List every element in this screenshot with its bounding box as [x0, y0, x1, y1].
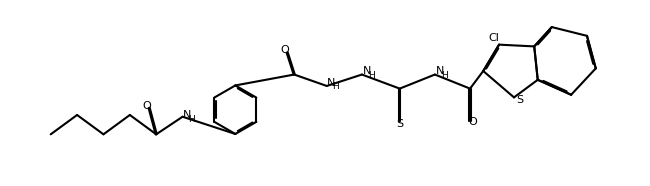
Text: O: O	[281, 45, 289, 55]
Text: S: S	[516, 95, 523, 105]
Text: H: H	[333, 82, 339, 91]
Text: N: N	[436, 66, 444, 76]
Text: H: H	[368, 70, 374, 80]
Text: O: O	[143, 101, 151, 111]
Text: N: N	[363, 66, 370, 76]
Text: N: N	[328, 78, 335, 88]
Text: S: S	[396, 119, 403, 129]
Text: O: O	[469, 117, 478, 127]
Text: N: N	[183, 110, 192, 120]
Text: H: H	[441, 70, 447, 80]
Text: Cl: Cl	[488, 33, 499, 43]
Text: H: H	[188, 115, 194, 124]
